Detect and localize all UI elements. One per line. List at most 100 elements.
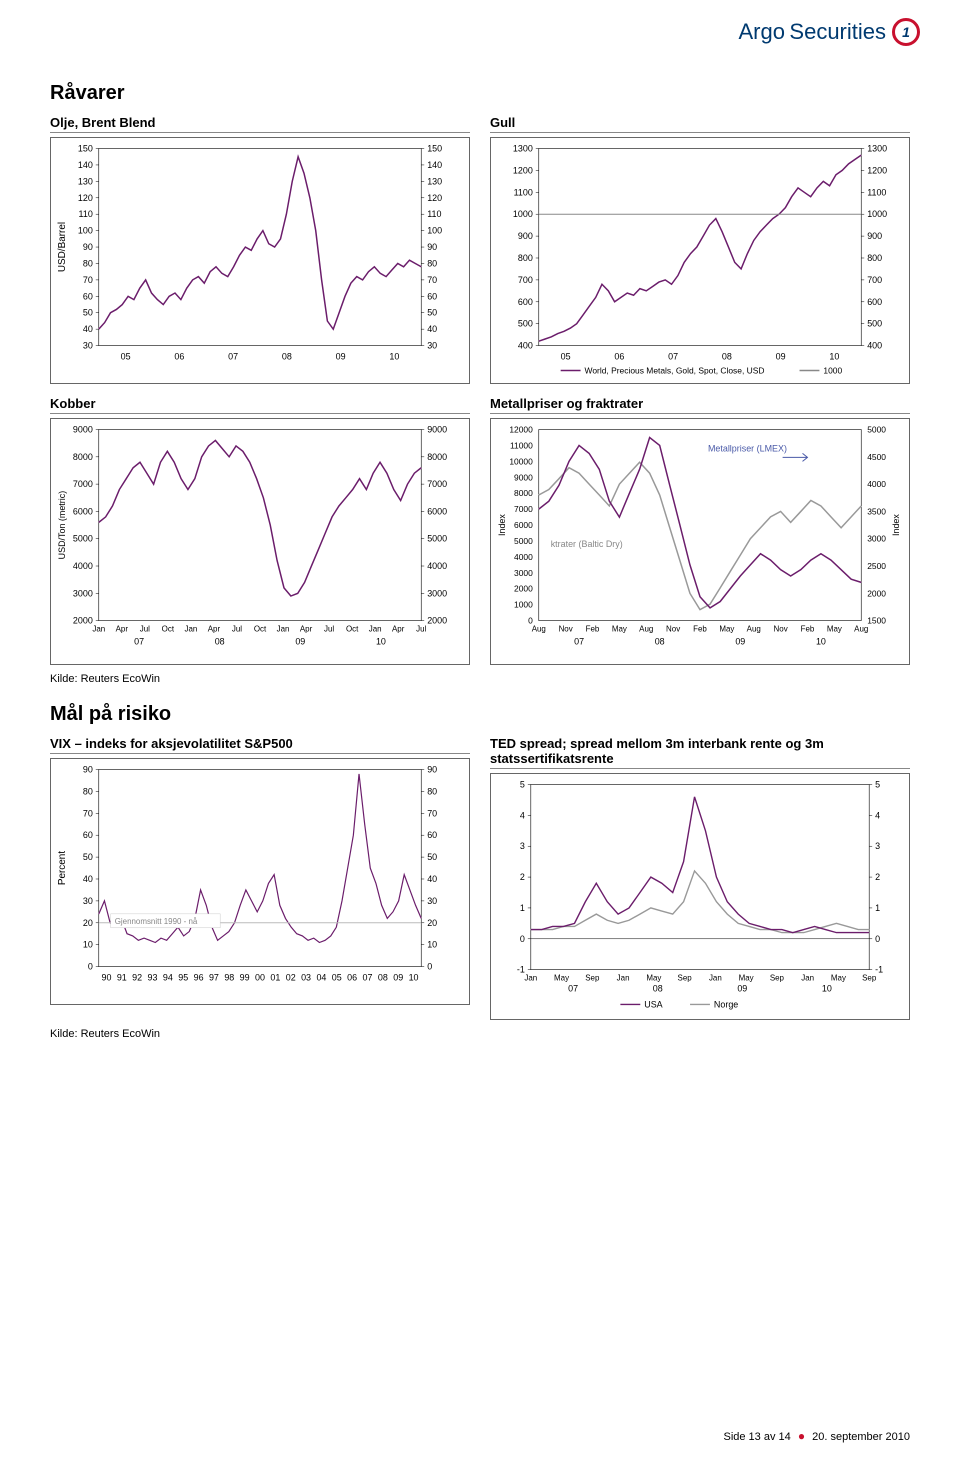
svg-text:Aug: Aug	[854, 625, 868, 634]
svg-text:150: 150	[78, 144, 93, 154]
svg-text:7000: 7000	[514, 504, 533, 514]
svg-text:4000: 4000	[427, 561, 447, 571]
svg-text:900: 900	[518, 231, 533, 241]
svg-text:50: 50	[427, 852, 437, 862]
svg-text:07: 07	[134, 636, 144, 646]
svg-text:10: 10	[829, 352, 839, 362]
page-footer: Side 13 av 14 ● 20. september 2010	[723, 1429, 910, 1443]
svg-text:100: 100	[427, 226, 442, 236]
svg-text:6000: 6000	[514, 520, 533, 530]
svg-text:4: 4	[875, 810, 880, 820]
svg-text:110: 110	[79, 209, 93, 219]
svg-text:May: May	[612, 625, 627, 634]
svg-text:03: 03	[301, 973, 311, 983]
source-label-1: Kilde: Reuters EcoWin	[50, 673, 910, 685]
source-label-2: Kilde: Reuters EcoWin	[50, 1028, 910, 1040]
svg-text:Sep: Sep	[585, 974, 600, 983]
svg-text:Feb: Feb	[693, 625, 707, 634]
svg-text:Oct: Oct	[254, 625, 267, 634]
svg-text:0: 0	[875, 934, 880, 944]
svg-text:5000: 5000	[73, 534, 93, 544]
chart-copper: 2000200030003000400040005000500060006000…	[50, 418, 470, 665]
svg-text:Jan: Jan	[369, 625, 382, 634]
svg-text:20: 20	[83, 918, 93, 928]
svg-text:11000: 11000	[510, 440, 533, 450]
svg-text:120: 120	[427, 193, 442, 203]
svg-text:Apr: Apr	[392, 625, 405, 634]
svg-text:30: 30	[427, 896, 437, 906]
svg-text:07: 07	[363, 973, 373, 983]
svg-text:07: 07	[228, 352, 238, 362]
svg-text:95: 95	[178, 973, 188, 983]
svg-text:98: 98	[224, 973, 234, 983]
svg-text:1000: 1000	[867, 209, 887, 219]
svg-text:May: May	[739, 974, 754, 983]
svg-text:94: 94	[163, 973, 173, 983]
svg-text:08: 08	[378, 973, 388, 983]
svg-text:Feb: Feb	[586, 625, 600, 634]
svg-text:5: 5	[520, 780, 525, 790]
svg-text:40: 40	[83, 324, 93, 334]
svg-text:08: 08	[215, 636, 225, 646]
svg-text:5: 5	[875, 780, 880, 790]
chart-vix: 0010102020303040405050606070708080909090…	[50, 758, 470, 1005]
svg-text:40: 40	[427, 324, 437, 334]
svg-text:06: 06	[347, 973, 357, 983]
svg-text:700: 700	[518, 275, 533, 285]
svg-text:1: 1	[520, 903, 525, 913]
svg-text:Metallpriser (LMEX): Metallpriser (LMEX)	[708, 443, 787, 453]
svg-text:70: 70	[427, 275, 437, 285]
svg-text:400: 400	[518, 341, 533, 351]
svg-text:500: 500	[867, 319, 882, 329]
svg-text:Feb: Feb	[801, 625, 815, 634]
svg-text:0: 0	[88, 962, 93, 972]
svg-text:May: May	[831, 974, 846, 983]
svg-text:500: 500	[518, 319, 533, 329]
svg-text:3000: 3000	[867, 534, 886, 544]
svg-text:10: 10	[816, 636, 826, 646]
page-header: Argo Securities	[0, 0, 960, 54]
svg-text:20: 20	[427, 918, 437, 928]
svg-text:12000: 12000	[509, 425, 533, 435]
svg-text:Jul: Jul	[416, 625, 426, 634]
svg-text:100: 100	[78, 226, 93, 236]
svg-text:May: May	[554, 974, 569, 983]
svg-text:97: 97	[209, 973, 219, 983]
svg-text:6000: 6000	[427, 506, 447, 516]
svg-text:80: 80	[427, 258, 437, 268]
svg-text:10: 10	[822, 984, 832, 994]
chart-gold-title: Gull	[490, 111, 910, 133]
svg-text:0: 0	[520, 934, 525, 944]
svg-text:70: 70	[83, 275, 93, 285]
svg-text:08: 08	[722, 352, 732, 362]
svg-text:91: 91	[117, 973, 127, 983]
svg-text:Oct: Oct	[162, 625, 175, 634]
svg-text:10: 10	[376, 636, 386, 646]
svg-text:USA: USA	[644, 999, 662, 1009]
svg-text:Nov: Nov	[666, 625, 680, 634]
svg-text:01: 01	[270, 973, 280, 983]
svg-text:1100: 1100	[514, 187, 533, 197]
svg-text:09: 09	[737, 984, 747, 994]
svg-text:99: 99	[240, 973, 250, 983]
svg-text:60: 60	[83, 830, 93, 840]
svg-text:07: 07	[668, 352, 678, 362]
svg-text:Norge: Norge	[714, 999, 738, 1009]
svg-text:5000: 5000	[514, 536, 533, 546]
chart-metals: 0100020003000400050006000700080009000100…	[490, 418, 910, 665]
svg-text:900: 900	[867, 231, 882, 241]
svg-text:00: 00	[255, 973, 265, 983]
svg-text:3: 3	[520, 841, 525, 851]
svg-text:10: 10	[427, 940, 437, 950]
chart-oil: 3030404050506060707080809090100100110110…	[50, 137, 470, 384]
svg-text:4500: 4500	[867, 452, 886, 462]
svg-text:120: 120	[78, 193, 93, 203]
svg-text:Jan: Jan	[277, 625, 290, 634]
svg-text:90: 90	[427, 765, 437, 775]
svg-text:600: 600	[867, 297, 882, 307]
svg-text:140: 140	[78, 160, 93, 170]
chart-gold: 4004005005006006007007008008009009001000…	[490, 137, 910, 384]
svg-text:Aug: Aug	[747, 625, 761, 634]
brand-logo-block: Argo Securities	[738, 18, 920, 46]
svg-text:USD/Barrel: USD/Barrel	[57, 222, 68, 272]
